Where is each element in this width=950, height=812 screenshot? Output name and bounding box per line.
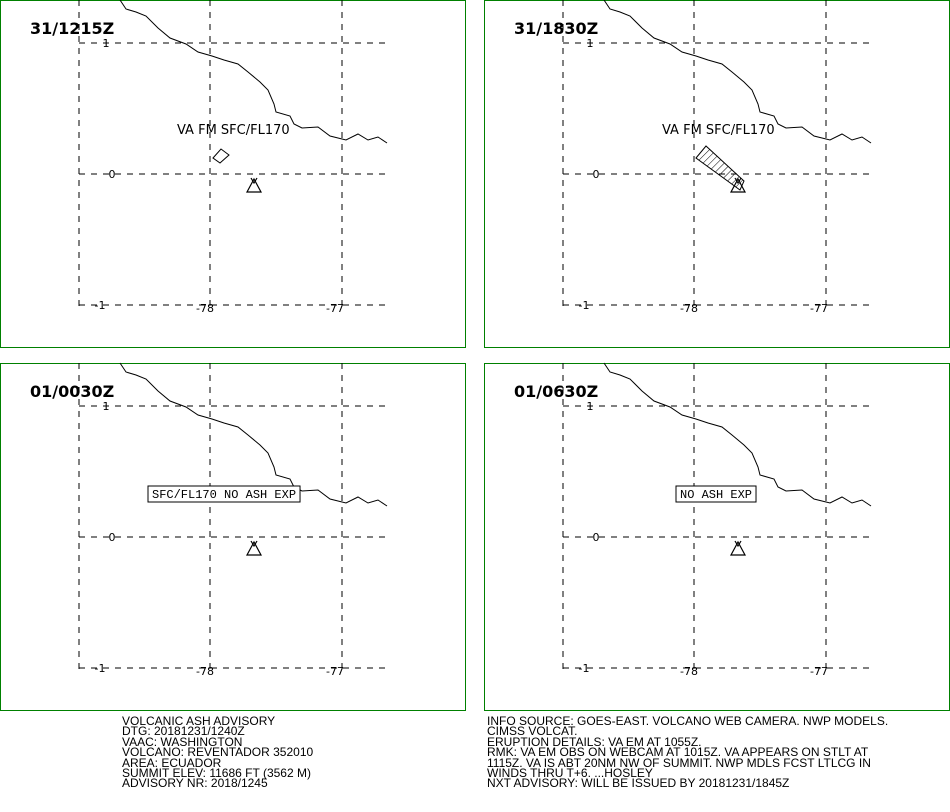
lat-label: 1 [587, 400, 594, 413]
advisory-line: ADVISORY NR: 2018/1245 [122, 776, 268, 791]
valid-time: 01/0030Z [30, 382, 114, 401]
lon-label: -78 [680, 665, 698, 678]
annotation-box [147, 485, 301, 503]
advisory-line: ERUPTION DETAILS: VA EM AT 1055Z. [487, 734, 702, 749]
advisory-line: AREA: ECUADOR [122, 755, 222, 770]
annotation-box [675, 485, 757, 503]
panel-border [0, 363, 466, 711]
advisory-line: SUMMIT ELEV: 11686 FT (3562 M) [122, 765, 311, 780]
ash-area [212, 148, 230, 164]
lon-label: -78 [196, 665, 214, 678]
lat-label: -1 [579, 299, 590, 312]
lon-label: -78 [680, 302, 698, 315]
ash-area [695, 145, 745, 191]
map-panel: 1 0 -1 -78 -77 31/1215Z VA FM SFC/FL170 [0, 0, 466, 348]
lat-label: -1 [95, 299, 106, 312]
lat-label: 0 [109, 531, 116, 544]
volcano-symbol [245, 177, 263, 193]
lon-label: -78 [196, 302, 214, 315]
lat-label: 0 [593, 168, 600, 181]
valid-time: 31/1830Z [514, 19, 598, 38]
lat-label: -1 [95, 662, 106, 675]
lat-label: 0 [109, 168, 116, 181]
lon-label: -77 [810, 665, 828, 678]
advisory-line: VAAC: WASHINGTON [122, 734, 243, 749]
lon-label: -77 [810, 302, 828, 315]
coastline [603, 0, 872, 144]
panel-border [484, 363, 950, 711]
map-panel: 1 0 -1 -78 -77 01/0630Z NO ASH EXP [484, 362, 950, 711]
map-panel: 1 0 -1 -78 -77 01/0030Z SFC/FL170 NO ASH EXP [0, 362, 466, 711]
advisory-line: DTG: 20181231/1240Z [122, 724, 245, 739]
ash-annotation: SFC/FL170 NO ASH EXP [152, 488, 296, 502]
ash-annotation: NO ASH EXP [680, 488, 752, 502]
coastline [603, 362, 872, 507]
advisory-line: 1115Z. VA IS ABT 20NM NW OF SUMMIT. NWP … [487, 755, 871, 770]
advisory-line: CIMSS VOLCAT. [487, 724, 578, 739]
advisory-line: RMK: VA EM OBS ON WEBCAM AT 1015Z. VA AP… [487, 745, 869, 760]
advisory-left: VOLCANIC ASH ADVISORY DTG: 20181231/1240Z… [122, 714, 314, 791]
valid-time: 31/1215Z [30, 19, 114, 38]
panel-border [0, 0, 466, 348]
advisory-line: VOLCANIC ASH ADVISORY [122, 714, 276, 728]
coastline [119, 362, 388, 507]
coastline [119, 0, 388, 144]
volcano-symbol [245, 540, 263, 556]
lat-label: 0 [593, 531, 600, 544]
volcano-symbol [729, 540, 747, 556]
lat-label: -1 [579, 662, 590, 675]
lat-label: 1 [103, 400, 110, 413]
ash-annotation: VA FM SFC/FL170 [177, 123, 290, 138]
lat-label: 1 [103, 37, 110, 50]
advisory-line: NXT ADVISORY: WILL BE ISSUED BY 20181231… [487, 776, 790, 791]
panel-border [484, 0, 950, 348]
ash-annotation: VA FM SFC/FL170 [662, 123, 775, 138]
advisory-right: INFO SOURCE: GOES-EAST. VOLCANO WEB CAME… [487, 714, 889, 791]
map-panels: 1 0 -1 -78 -77 31/1215Z VA FM SFC/FL170 1 0 -1 -78… [0, 0, 950, 711]
lon-label: -77 [326, 665, 344, 678]
advisory-line: WINDS THRU T+6. ...HOSLEY [487, 765, 653, 780]
advisory-line: INFO SOURCE: GOES-EAST. VOLCANO WEB CAME… [487, 714, 889, 728]
advisory-line: VOLCANO: REVENTADOR 352010 [122, 745, 314, 760]
lon-label: -77 [326, 302, 344, 315]
valid-time: 01/0630Z [514, 382, 598, 401]
map-panel: 1 0 -1 -78 -77 31/1830Z VA FM SFC/FL170 [484, 0, 950, 348]
lat-label: 1 [587, 37, 594, 50]
